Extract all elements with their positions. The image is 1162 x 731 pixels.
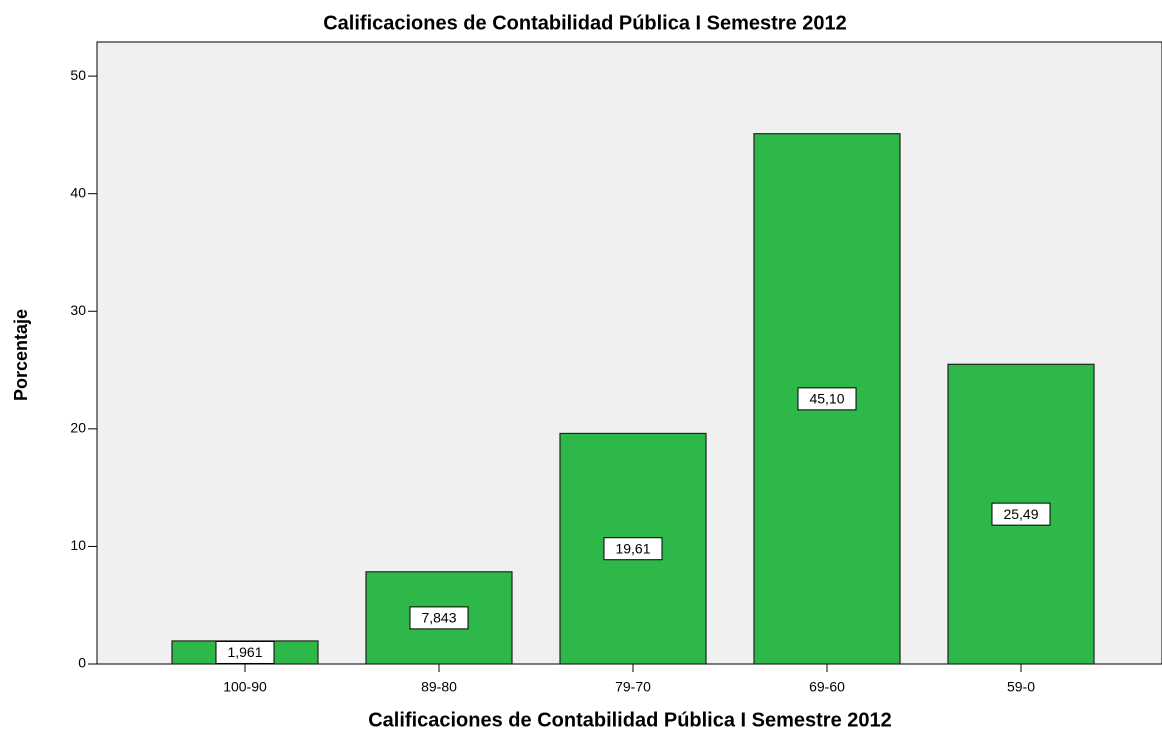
value-label: 19,61 — [615, 540, 650, 556]
x-tick-label: 79-70 — [615, 679, 651, 695]
y-tick-label: 20 — [70, 420, 86, 436]
y-tick-label: 30 — [70, 302, 86, 318]
value-label: 7,843 — [421, 610, 456, 626]
value-label-box — [409, 606, 469, 630]
x-tick-label: 69-60 — [809, 679, 845, 695]
value-label-box — [603, 537, 663, 561]
x-tick-label: 89-80 — [421, 679, 457, 695]
value-label: 1,961 — [227, 644, 262, 660]
value-label-box — [797, 387, 857, 411]
y-axis-label: Porcentaje — [11, 309, 31, 401]
y-tick-label: 0 — [78, 655, 86, 671]
x-tick-label: 59-0 — [1007, 679, 1035, 695]
chart-title: Calificaciones de Contabilidad Pública I… — [323, 12, 847, 34]
value-label-box — [991, 502, 1051, 526]
y-tick-label: 50 — [70, 67, 86, 83]
value-label: 25,49 — [1003, 506, 1038, 522]
y-tick-label: 40 — [70, 184, 86, 200]
value-label: 45,10 — [809, 391, 844, 407]
x-axis-label: Calificaciones de Contabilidad Pública I… — [368, 709, 892, 731]
bar — [559, 432, 707, 665]
value-label-box — [215, 640, 275, 664]
y-tick-label: 10 — [70, 537, 86, 553]
x-tick-label: 100-90 — [223, 679, 267, 695]
